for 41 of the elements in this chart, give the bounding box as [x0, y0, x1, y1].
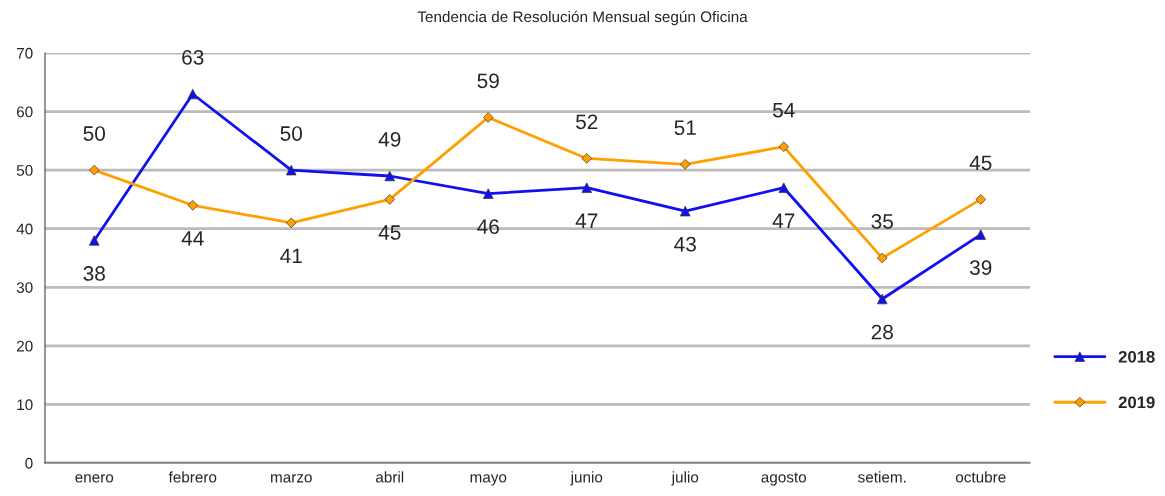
data-label: 50: [280, 126, 303, 141]
y-tick-label: 60: [16, 106, 33, 118]
x-tick-label: agosto: [761, 472, 807, 486]
y-tick-label: 10: [17, 399, 33, 411]
chart-title: Tendencia de Resolución Mensual según Oficina: [417, 10, 748, 26]
x-tick-label: mayo: [470, 474, 507, 486]
data-label: 45: [969, 155, 992, 171]
data-label: 50: [83, 126, 106, 141]
x-tick-label: julio: [671, 471, 699, 486]
x-tick-label: abril: [375, 471, 404, 483]
x-tick-label: marzo: [271, 474, 312, 483]
data-label: 51: [674, 120, 696, 136]
data-label: 49: [378, 131, 401, 147]
data-label: 28: [871, 324, 893, 340]
data-label: 47: [575, 213, 598, 228]
y-tick-label: 50: [16, 165, 33, 176]
data-label: 41: [280, 248, 302, 264]
x-tick-label: setiem.: [858, 471, 906, 483]
legend-label: 2019: [1118, 396, 1155, 409]
data-label: 46: [477, 219, 499, 235]
x-tick-label: enero: [75, 474, 114, 483]
data-label: 63: [182, 49, 204, 65]
legend-label: 2018: [1118, 350, 1155, 363]
data-label: 47: [772, 213, 795, 228]
y-tick-label: 40: [16, 223, 33, 235]
y-tick-label: 30: [16, 282, 33, 293]
data-label: 44: [181, 231, 204, 246]
data-label: 43: [674, 236, 696, 252]
x-tick-label: octubre: [955, 471, 1006, 483]
x-tick-label: junio: [570, 471, 603, 486]
data-label: 45: [378, 225, 401, 240]
data-label: 39: [969, 260, 992, 276]
data-label: 35: [871, 213, 893, 229]
y-tick-label: 70: [16, 47, 33, 59]
data-label: 52: [576, 114, 598, 130]
y-tick-label: 0: [25, 457, 33, 469]
data-label: 59: [477, 73, 499, 89]
data-label: 38: [83, 266, 105, 281]
y-tick-label: 20: [16, 340, 33, 352]
x-tick-label: febrero: [168, 471, 217, 483]
data-label: 54: [773, 102, 795, 118]
